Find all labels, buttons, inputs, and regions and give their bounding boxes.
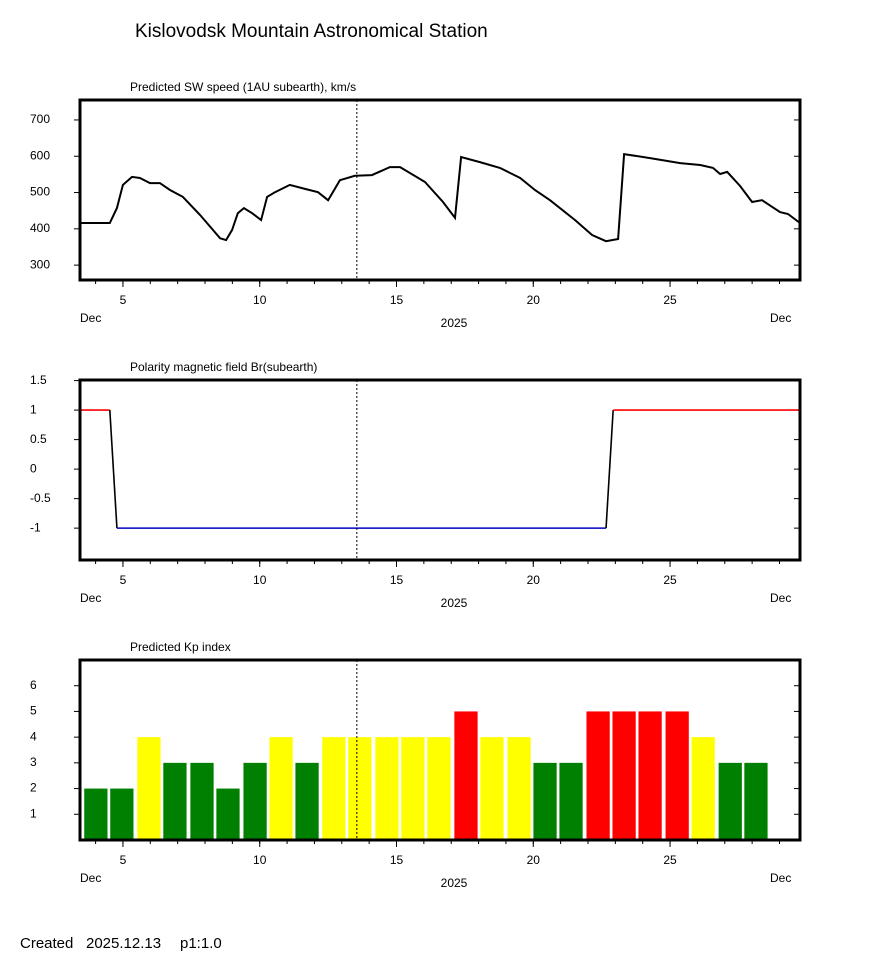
x-year-label: 2025: [441, 876, 468, 890]
kp-bar: [480, 737, 504, 840]
x-tick-label: 5: [120, 293, 127, 307]
x-end-label: Dec: [770, 591, 791, 605]
x-tick-label: 15: [390, 293, 404, 307]
x-year-label: 2025: [441, 596, 468, 610]
kp-bar: [295, 762, 319, 840]
x-tick-label: 10: [253, 853, 267, 867]
x-start-label: Dec: [80, 871, 101, 885]
kp-bar: [216, 788, 240, 840]
y-tick-label: 1: [30, 806, 37, 820]
x-year-label: 2025: [441, 316, 468, 330]
x-tick-label: 25: [663, 853, 677, 867]
y-tick-label: 2: [30, 781, 37, 795]
x-tick-label: 15: [390, 853, 404, 867]
kp-bar: [586, 711, 610, 840]
plot-frame: [78, 378, 802, 562]
y-tick-label: 1.5: [30, 373, 47, 387]
panel-title: Predicted SW speed (1AU subearth), km/s: [130, 80, 356, 94]
kp-bar: [348, 737, 372, 840]
x-tick-label: 20: [527, 293, 541, 307]
y-tick-label: -0.5: [30, 491, 51, 505]
kp-bar: [190, 762, 214, 840]
panel-title: Polarity magnetic field Br(subearth): [130, 360, 317, 374]
kp-bar: [638, 711, 662, 840]
kp-bar: [665, 711, 689, 840]
y-tick-label: 500: [30, 185, 50, 199]
footer-page: p1:1.0: [180, 935, 222, 952]
x-tick-label: 25: [663, 293, 677, 307]
x-end-label: Dec: [770, 871, 791, 885]
polarity-segment: [109, 410, 118, 529]
kp-bar: [427, 737, 451, 840]
kp-bar: [163, 762, 187, 840]
footer-date: 2025.12.13: [86, 935, 161, 952]
kp-bar: [269, 737, 293, 840]
y-tick-label: 6: [30, 678, 37, 692]
x-start-label: Dec: [80, 591, 101, 605]
x-end-label: Dec: [770, 311, 791, 325]
y-tick-label: 3: [30, 755, 37, 769]
kp-bar: [401, 737, 425, 840]
y-tick-label: 400: [30, 221, 50, 235]
x-tick-label: 15: [390, 573, 404, 587]
x-tick-label: 5: [120, 573, 127, 587]
y-tick-label: 300: [30, 257, 50, 271]
kp-bar: [110, 788, 134, 840]
polarity-segment: [605, 410, 614, 529]
x-tick-label: 25: [663, 573, 677, 587]
kp-bar: [375, 737, 399, 840]
kp-bar: [137, 737, 161, 840]
panel-title: Predicted Kp index: [130, 640, 231, 654]
kp-bar: [84, 788, 108, 840]
plot-frame: [78, 658, 802, 842]
page-title: Kislovodsk Mountain Astronomical Station: [135, 21, 488, 42]
x-tick-label: 10: [253, 293, 267, 307]
kp-bar: [559, 762, 583, 840]
kp-bar: [744, 762, 768, 840]
plot-frame: [78, 98, 802, 282]
kp-bar: [612, 711, 636, 840]
footer-created: Created: [20, 935, 73, 952]
kp-bar: [454, 711, 478, 840]
y-tick-label: 700: [30, 112, 50, 126]
y-tick-label: 4: [30, 729, 37, 743]
x-start-label: Dec: [80, 311, 101, 325]
y-tick-label: 0.5: [30, 432, 47, 446]
kp-bar: [718, 762, 742, 840]
speed-line: [80, 152, 801, 243]
kp-bar: [322, 737, 346, 840]
x-tick-label: 5: [120, 853, 127, 867]
y-tick-label: 1: [30, 402, 37, 416]
kp-bar: [507, 737, 531, 840]
kp-bar: [243, 762, 267, 840]
x-tick-label: 20: [527, 853, 541, 867]
y-tick-label: 0: [30, 461, 37, 475]
kp-bar: [533, 762, 557, 840]
kp-bar: [691, 737, 715, 840]
x-tick-label: 20: [527, 573, 541, 587]
y-tick-label: 5: [30, 704, 37, 718]
x-tick-label: 10: [253, 573, 267, 587]
y-tick-label: 600: [30, 148, 50, 162]
y-tick-label: -1: [30, 520, 41, 534]
